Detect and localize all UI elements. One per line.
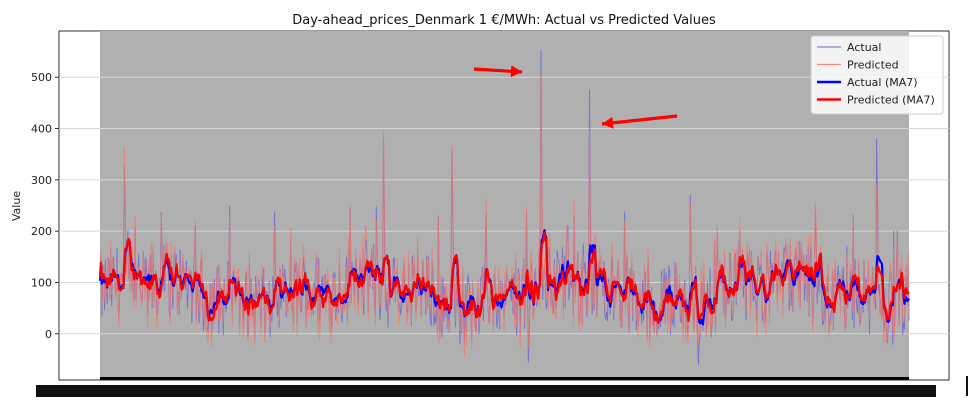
y-tick-label: 200 — [31, 225, 52, 238]
series-group — [98, 50, 911, 366]
y-tick-label: 300 — [31, 174, 52, 187]
legend-box — [810, 35, 944, 115]
legend-entry-label: Predicted (MA7) — [847, 94, 935, 107]
series-predicted-line — [99, 74, 910, 357]
x-tick-band — [100, 377, 909, 380]
y-tick-label: 500 — [31, 71, 52, 84]
x-axis — [36, 376, 968, 397]
legend: Actual Predicted Actual (MA7) Predicted (MA… — [810, 35, 944, 115]
y-axis: 0 100 200 300 400 500 — [31, 71, 59, 341]
annotation-arrow-head — [510, 65, 522, 78]
legend-entry-label: Actual (MA7) — [847, 76, 918, 89]
y-tick-label: 100 — [31, 276, 52, 289]
x-tick-label-fragment — [966, 376, 968, 396]
annotations — [473, 65, 678, 129]
grid-lines — [59, 76, 949, 335]
legend-entry-label: Predicted — [847, 59, 899, 72]
y-axis-label: Value — [10, 191, 23, 221]
x-tick-labels-overlap — [36, 385, 936, 397]
chart-title: Day-ahead_prices_Denmark 1 €/MWh: Actual… — [292, 13, 716, 28]
annotation-arrow-head — [602, 116, 614, 129]
series-predicted-ma7-line — [98, 231, 910, 324]
y-tick-label: 400 — [31, 123, 52, 136]
legend-entry-label: Actual — [847, 41, 881, 54]
annotation-arrow-shaft — [601, 114, 678, 126]
y-tick-label: 0 — [45, 328, 52, 341]
